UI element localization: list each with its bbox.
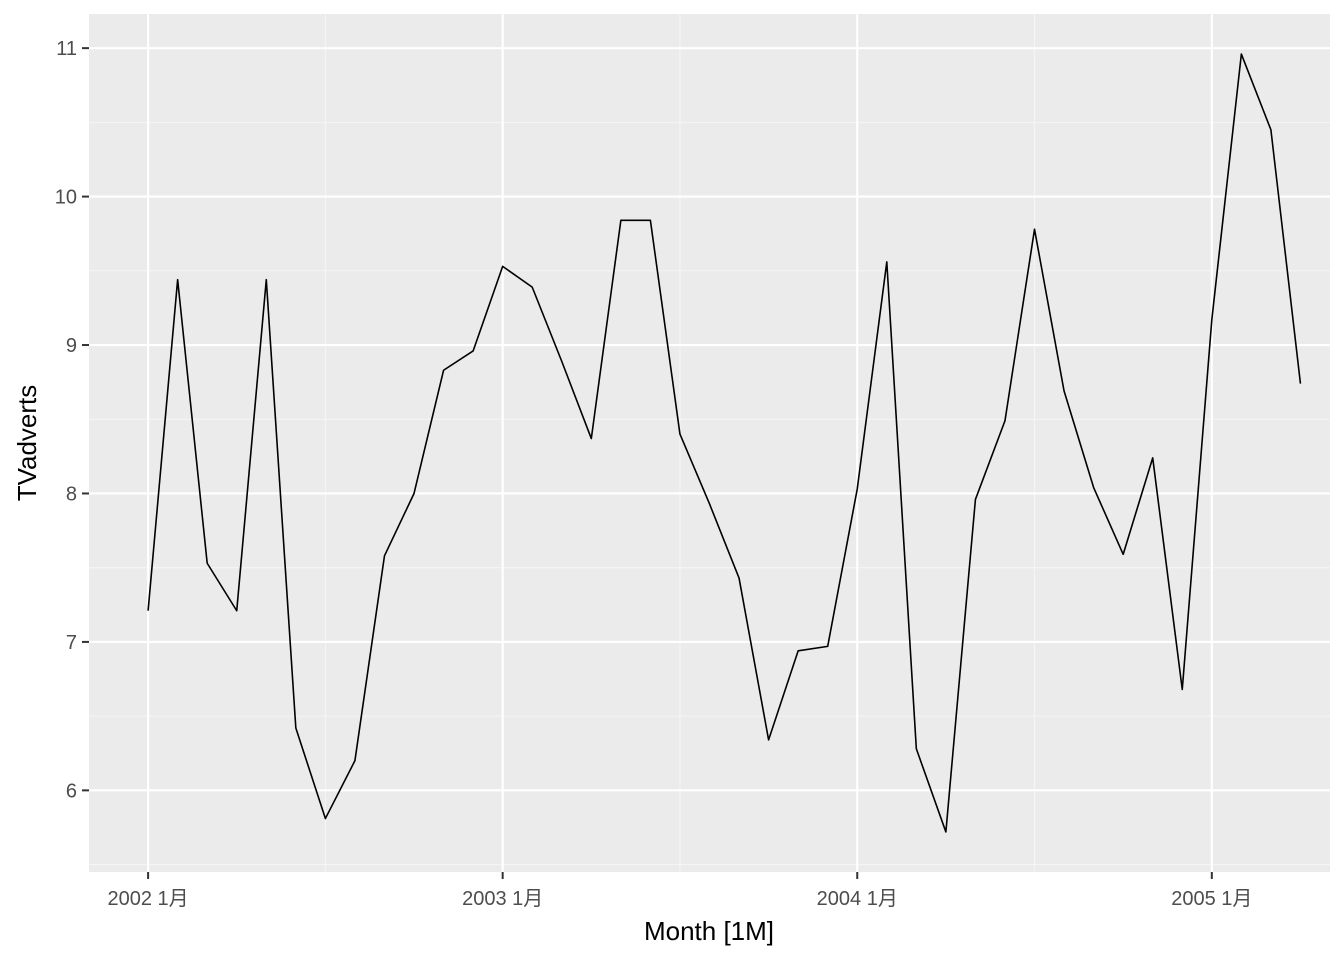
y-tick-label: 7	[66, 632, 77, 654]
x-axis-title: Month [1M]	[644, 916, 774, 946]
x-tick-label: 2002 1月	[108, 888, 189, 910]
x-axis: 2002 1月 2003 1月 2004 1月 2005 1月	[108, 872, 1252, 910]
plot-panel	[89, 14, 1330, 872]
x-tick-label: 2005 1月	[1171, 888, 1252, 910]
x-tick-label: 2004 1月	[817, 888, 898, 910]
y-axis-title: TVadverts	[12, 385, 42, 502]
y-tick-label: 8	[66, 483, 77, 505]
y-tick-label: 10	[55, 187, 77, 209]
x-tick-label: 2003 1月	[462, 888, 543, 910]
series-line	[147, 53, 1302, 833]
y-tick-label: 9	[66, 335, 77, 357]
y-axis: 6 7 8 9 10 11	[55, 38, 89, 802]
grid-major	[89, 14, 1330, 872]
y-tick-label: 6	[66, 780, 77, 802]
y-tick-label: 11	[56, 38, 77, 60]
